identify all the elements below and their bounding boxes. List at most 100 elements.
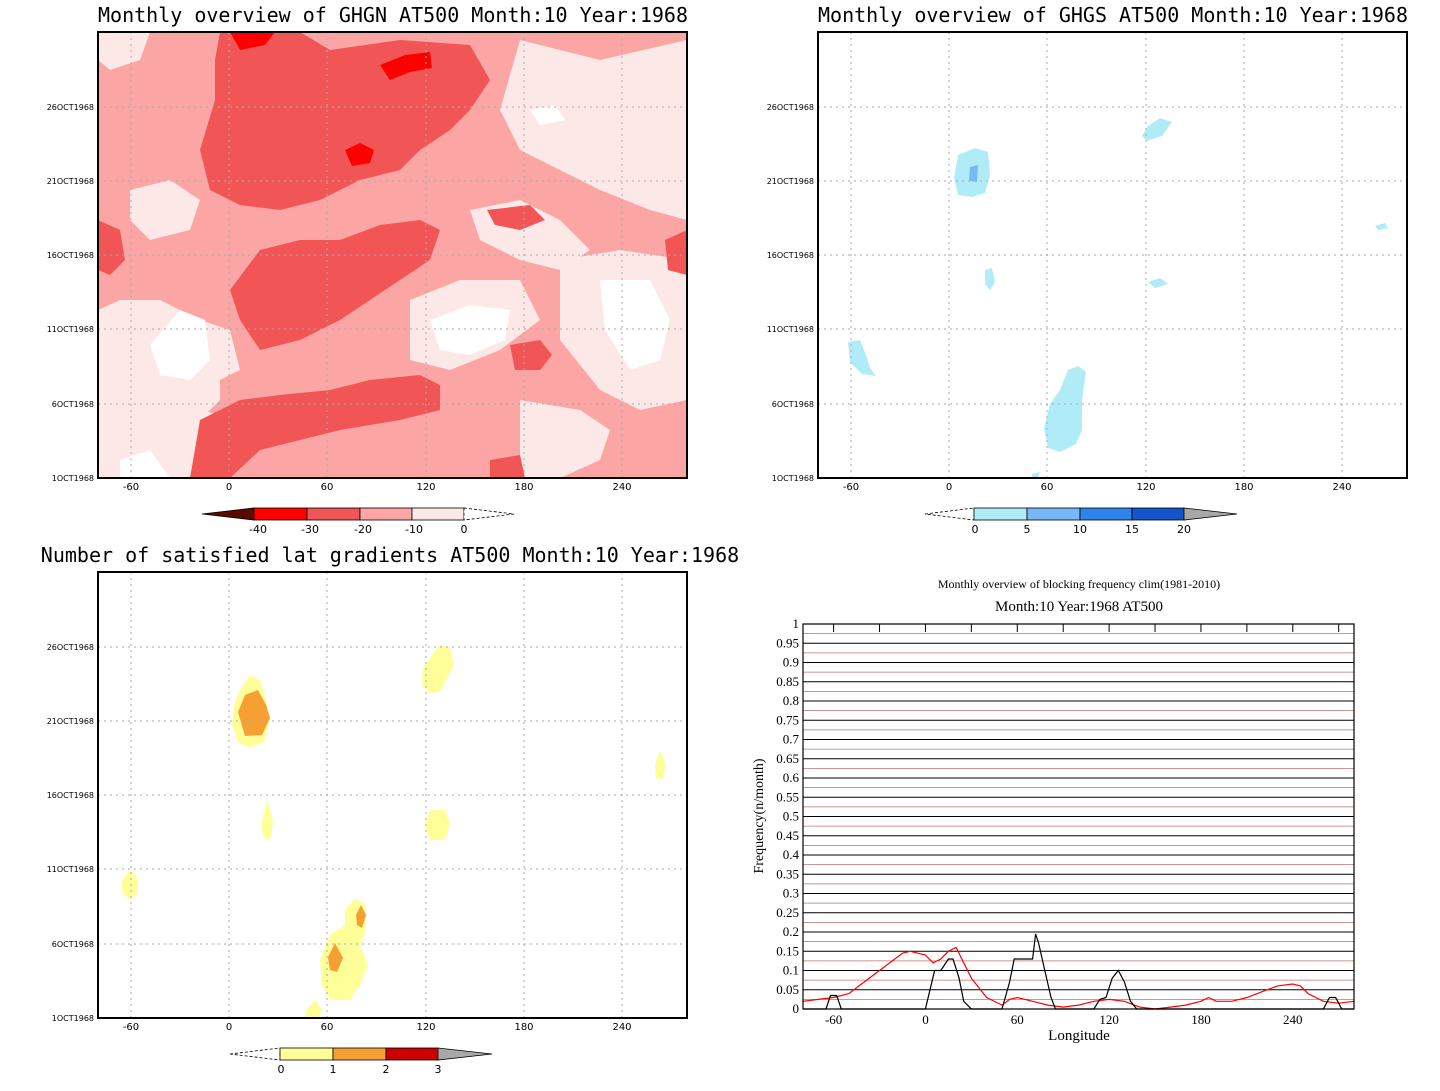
p3-cbar-tick: 2: [383, 1063, 390, 1076]
p1-cbar-tick: -40: [249, 523, 267, 536]
p4-y-ticks: 0 0.05 0.1 0.15 0.2 0.25 0.3 0.35 0.4 0.45 0.5 0.55…: [776, 616, 799, 1016]
p4-xtick: -60: [825, 1012, 842, 1027]
p3-ytick: 26OCT1968: [47, 643, 94, 652]
p4-ytick: 0.8: [783, 693, 799, 708]
p2-cbar-tick: 5: [1024, 523, 1031, 536]
p4-xtick: 0: [922, 1012, 929, 1027]
p2-ytick: 16OCT1968: [767, 251, 814, 260]
p2-cbar-tick: 0: [972, 523, 979, 536]
p4-ytick: 0.45: [776, 828, 799, 843]
p3-cbar-tick: 1: [330, 1063, 337, 1076]
p2-ytick: 11OCT1968: [767, 325, 814, 334]
panel1-heatmap: -60 0 60 120 180 240 1OCT1968 6OCT1968 1…: [47, 31, 688, 536]
p1-xtick: 0: [226, 482, 232, 493]
panel2-title: Monthly overview of GHGS AT500 Month:10 …: [818, 3, 1409, 27]
p4-xtick: 120: [1099, 1012, 1119, 1027]
p1-ytick: 1OCT1968: [52, 474, 94, 483]
p4-xtick: 180: [1191, 1012, 1211, 1027]
p4-ytick: 0: [793, 1001, 800, 1016]
panel1-title: Monthly overview of GHGN AT500 Month:10 …: [98, 3, 689, 27]
p4-xlabel: Longitude: [1048, 1028, 1110, 1044]
p3-xtick: 240: [612, 1022, 631, 1033]
p2-xtick: 60: [1041, 482, 1054, 493]
p4-ytick: 0.85: [776, 674, 799, 689]
p4-frame: [802, 623, 1355, 1010]
p1-xtick: 120: [416, 482, 435, 493]
p2-ytick: 6OCT1968: [772, 400, 814, 409]
p2-xtick: 120: [1136, 482, 1155, 493]
panel3-heatmap: -60 0 60 120 180 240 1OCT1968 6OCT1968 1…: [47, 571, 688, 1076]
p3-ytick: 21OCT1968: [47, 717, 94, 726]
p1-cbar-tick: 0: [461, 523, 468, 536]
p4-subtitle: Month:10 Year:1968 AT500: [995, 599, 1163, 615]
p2-colorbar: 0 5 10 15 20: [924, 507, 1238, 536]
panel3-title: Number of satisfied lat gradients AT500 …: [40, 543, 740, 567]
p2-cbar-tick: 15: [1125, 523, 1139, 536]
p4-ytick: 0.9: [783, 655, 799, 670]
p3-ytick: 11OCT1968: [47, 865, 94, 874]
p1-ytick: 16OCT1968: [47, 251, 94, 260]
p1-ytick: 26OCT1968: [47, 103, 94, 112]
p4-ytick: 0.25: [776, 905, 799, 920]
p1-xtick: 240: [612, 482, 631, 493]
p1-cbar-tick: -30: [301, 523, 319, 536]
p4-xtick: 60: [1011, 1012, 1024, 1027]
p4-ytick: 0.3: [783, 886, 799, 901]
p3-cbar-tick: 3: [435, 1063, 442, 1076]
p1-ytick: 6OCT1968: [52, 400, 94, 409]
p1-colorbar: -40 -30 -20 -10 0: [201, 507, 515, 536]
p1-ytick: 21OCT1968: [47, 177, 94, 186]
p4-xtick: 240: [1283, 1012, 1303, 1027]
p1-xtick: 180: [514, 482, 533, 493]
p2-xtick: 180: [1234, 482, 1253, 493]
p4-ytick: 0.65: [776, 751, 799, 766]
p2-xtick: -60: [843, 482, 859, 493]
p3-xtick: 180: [514, 1022, 533, 1033]
p4-ytick: 0.55: [776, 789, 799, 804]
p4-ytick: 1: [793, 616, 800, 631]
p3-ytick: 16OCT1968: [47, 791, 94, 800]
p4-series: [802, 933, 1355, 1010]
p1-cbar-tick: -20: [354, 523, 372, 536]
p4-gridlines: [803, 623, 1354, 1010]
p4-ytick: 0.05: [776, 982, 799, 997]
p2-xtick: 0: [946, 482, 952, 493]
p2-ytick: 21OCT1968: [767, 177, 814, 186]
p4-ytick: 0.95: [776, 635, 799, 650]
p4-ytick: 0.2: [783, 924, 799, 939]
p3-ytick: 6OCT1968: [52, 940, 94, 949]
p4-title: Monthly overview of blocking frequency c…: [938, 577, 1220, 591]
p4-ytick: 0.7: [783, 732, 800, 747]
panel4-linechart: Monthly overview of blocking frequency c…: [752, 577, 1355, 1044]
p3-xtick: 120: [416, 1022, 435, 1033]
p4-ytick: 0.35: [776, 866, 799, 881]
p4-ytick: 0.6: [783, 770, 800, 785]
p4-series-red-line: [802, 946, 1355, 1010]
p4-ytick: 0.75: [776, 712, 799, 727]
p1-ytick: 11OCT1968: [47, 325, 94, 334]
p2-cbar-tick: 20: [1177, 523, 1191, 536]
p4-ytick: 0.1: [783, 963, 799, 978]
panel2-heatmap: -60 0 60 120 180 240 1OCT1968 6OCT1968 1…: [767, 31, 1408, 536]
p3-xtick: -60: [123, 1022, 139, 1033]
p1-xtick: -60: [123, 482, 139, 493]
p1-cbar-tick: -10: [405, 523, 423, 536]
p4-x-ticks: -60 0 60 120 180 240: [825, 1012, 1303, 1027]
p1-xtick: 60: [321, 482, 334, 493]
p4-ytick: 0.5: [783, 809, 799, 824]
p3-ytick: 1OCT1968: [52, 1014, 94, 1023]
p3-xtick: 0: [226, 1022, 232, 1033]
p4-top-ticks: [833, 624, 1340, 632]
p4-series-black-line: [803, 933, 1354, 1010]
p3-xtick: 60: [321, 1022, 334, 1033]
p2-xtick: 240: [1332, 482, 1351, 493]
p3-colorbar: 0 1 2 3: [229, 1047, 493, 1076]
p4-ylabel: Frequency(n/month): [752, 758, 767, 873]
p4-ytick: 0.4: [783, 847, 800, 862]
p2-ytick: 1OCT1968: [772, 474, 814, 483]
p2-cbar-tick: 10: [1073, 523, 1087, 536]
p3-cbar-tick: 0: [278, 1063, 285, 1076]
p4-ytick: 0.15: [776, 943, 799, 958]
p2-ytick: 26OCT1968: [767, 103, 814, 112]
